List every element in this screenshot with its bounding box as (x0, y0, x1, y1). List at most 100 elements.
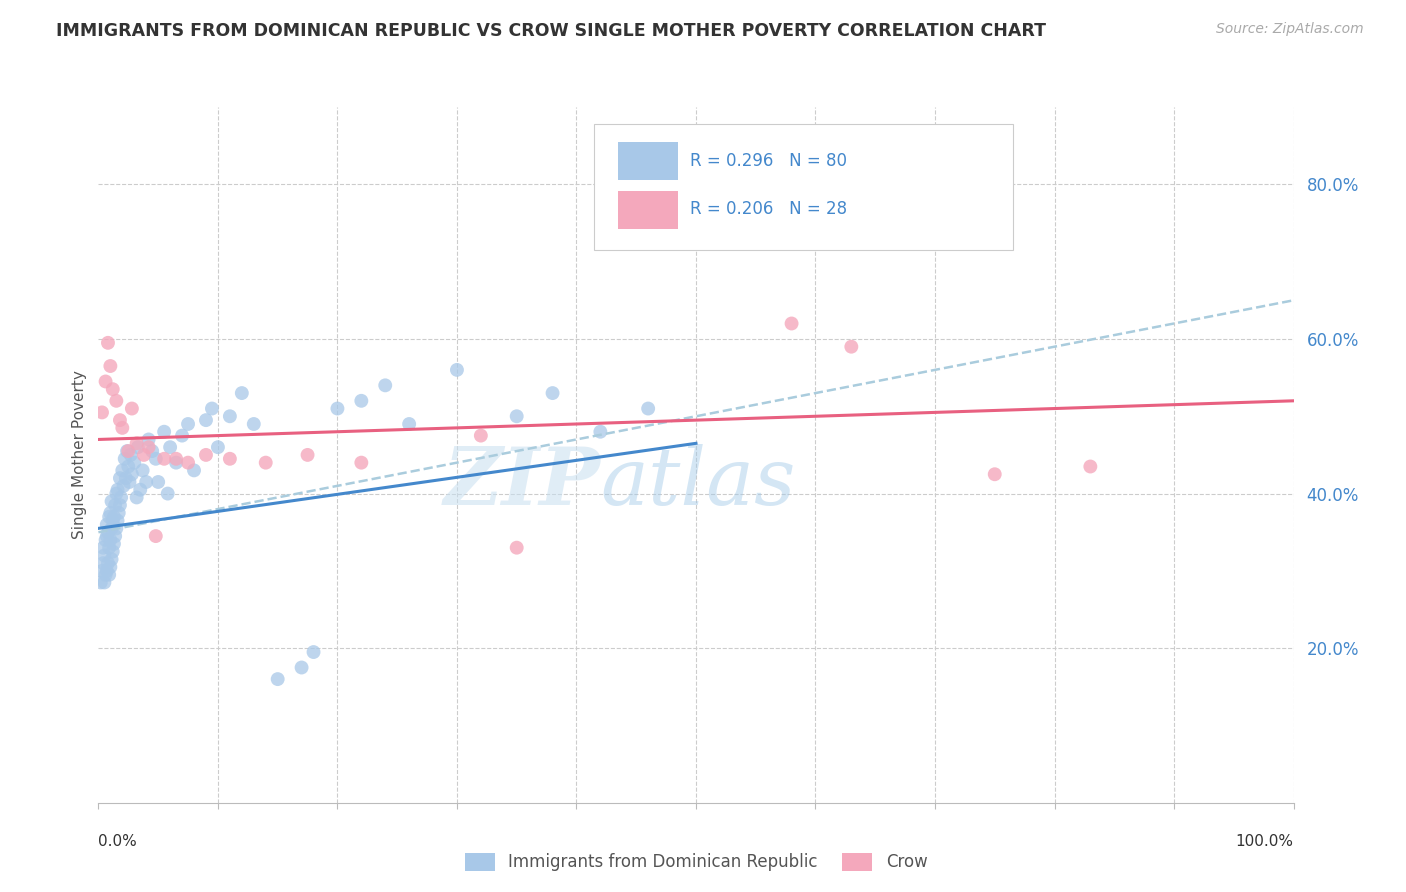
Point (98, 359, 122, 373)
Y-axis label: Single Mother Poverty: Single Mother Poverty (72, 370, 87, 540)
Point (183, 463, 205, 477)
Point (124, 456, 146, 470)
Point (267, 672, 290, 686)
Point (541, 386, 564, 401)
Point (506, 409, 529, 424)
Point (98, 541, 121, 555)
Point (302, 645, 325, 659)
Point (117, 459, 139, 474)
Point (290, 660, 312, 674)
Text: atlas: atlas (600, 444, 796, 522)
Point (177, 456, 200, 470)
Text: ZIP: ZIP (443, 444, 600, 522)
Point (94, 567, 117, 582)
Point (108, 498, 131, 512)
Point (194, 448, 217, 462)
Point (506, 541, 529, 555)
Point (96, 564, 118, 578)
Point (194, 413, 217, 427)
Point (114, 451, 136, 466)
Point (153, 451, 176, 466)
Point (107, 483, 129, 497)
Point (138, 433, 160, 447)
Point (93, 575, 115, 590)
Point (201, 401, 224, 416)
Point (111, 421, 134, 435)
FancyBboxPatch shape (619, 191, 678, 229)
Point (446, 363, 468, 377)
Point (297, 448, 319, 462)
Point (243, 417, 266, 431)
Text: R = 0.296   N = 80: R = 0.296 N = 80 (690, 152, 846, 169)
Point (108, 413, 131, 427)
Point (93, 549, 115, 563)
Point (326, 401, 349, 416)
Point (120, 448, 142, 462)
Point (145, 529, 167, 543)
Point (374, 378, 396, 392)
Point (97, 335, 120, 350)
Point (94, 533, 117, 547)
Point (115, 444, 138, 458)
Point (105, 393, 128, 408)
Point (118, 475, 141, 489)
Point (100, 521, 122, 535)
Point (105, 521, 128, 535)
Point (96, 529, 118, 543)
Point (127, 440, 149, 454)
Point (637, 401, 659, 416)
Point (108, 471, 131, 485)
Text: 0.0%: 0.0% (98, 834, 138, 849)
Point (101, 544, 124, 558)
Point (91, 564, 114, 578)
Point (103, 537, 125, 551)
Point (100, 494, 122, 508)
Text: R = 0.206   N = 28: R = 0.206 N = 28 (690, 201, 848, 219)
Point (107, 506, 129, 520)
Point (138, 440, 160, 454)
Point (125, 491, 148, 505)
Point (111, 463, 134, 477)
Text: IMMIGRANTS FROM DOMINICAN REPUBLIC VS CROW SINGLE MOTHER POVERTY CORRELATION CHA: IMMIGRANTS FROM DOMINICAN REPUBLIC VS CR… (56, 22, 1046, 40)
Point (101, 514, 124, 528)
Point (219, 451, 242, 466)
Point (1080, 459, 1102, 474)
Point (91, 405, 114, 419)
Point (780, 317, 803, 331)
Point (91, 556, 114, 570)
Point (91, 541, 114, 555)
FancyBboxPatch shape (619, 142, 678, 180)
Point (96, 517, 118, 532)
Point (156, 486, 179, 500)
Point (112, 479, 135, 493)
Text: 100.0%: 100.0% (1236, 834, 1294, 849)
Point (90, 575, 112, 590)
Point (97, 556, 120, 570)
Point (129, 483, 152, 497)
Point (350, 393, 373, 408)
Point (145, 451, 167, 466)
Text: Source: ZipAtlas.com: Source: ZipAtlas.com (1216, 22, 1364, 37)
Point (983, 467, 1005, 482)
Point (104, 529, 127, 543)
Point (131, 463, 153, 477)
Point (207, 440, 229, 454)
Point (177, 417, 200, 431)
Point (103, 509, 125, 524)
Point (104, 498, 127, 512)
Point (105, 486, 128, 500)
FancyBboxPatch shape (595, 124, 1012, 250)
Point (97, 525, 120, 540)
Point (254, 456, 277, 470)
Point (132, 448, 155, 462)
Point (165, 456, 187, 470)
Point (117, 444, 139, 458)
Point (121, 467, 143, 482)
Point (148, 475, 170, 489)
Point (219, 409, 242, 424)
Point (101, 382, 124, 396)
Point (98, 509, 121, 524)
Point (165, 451, 187, 466)
Point (107, 514, 129, 528)
Point (125, 436, 148, 450)
